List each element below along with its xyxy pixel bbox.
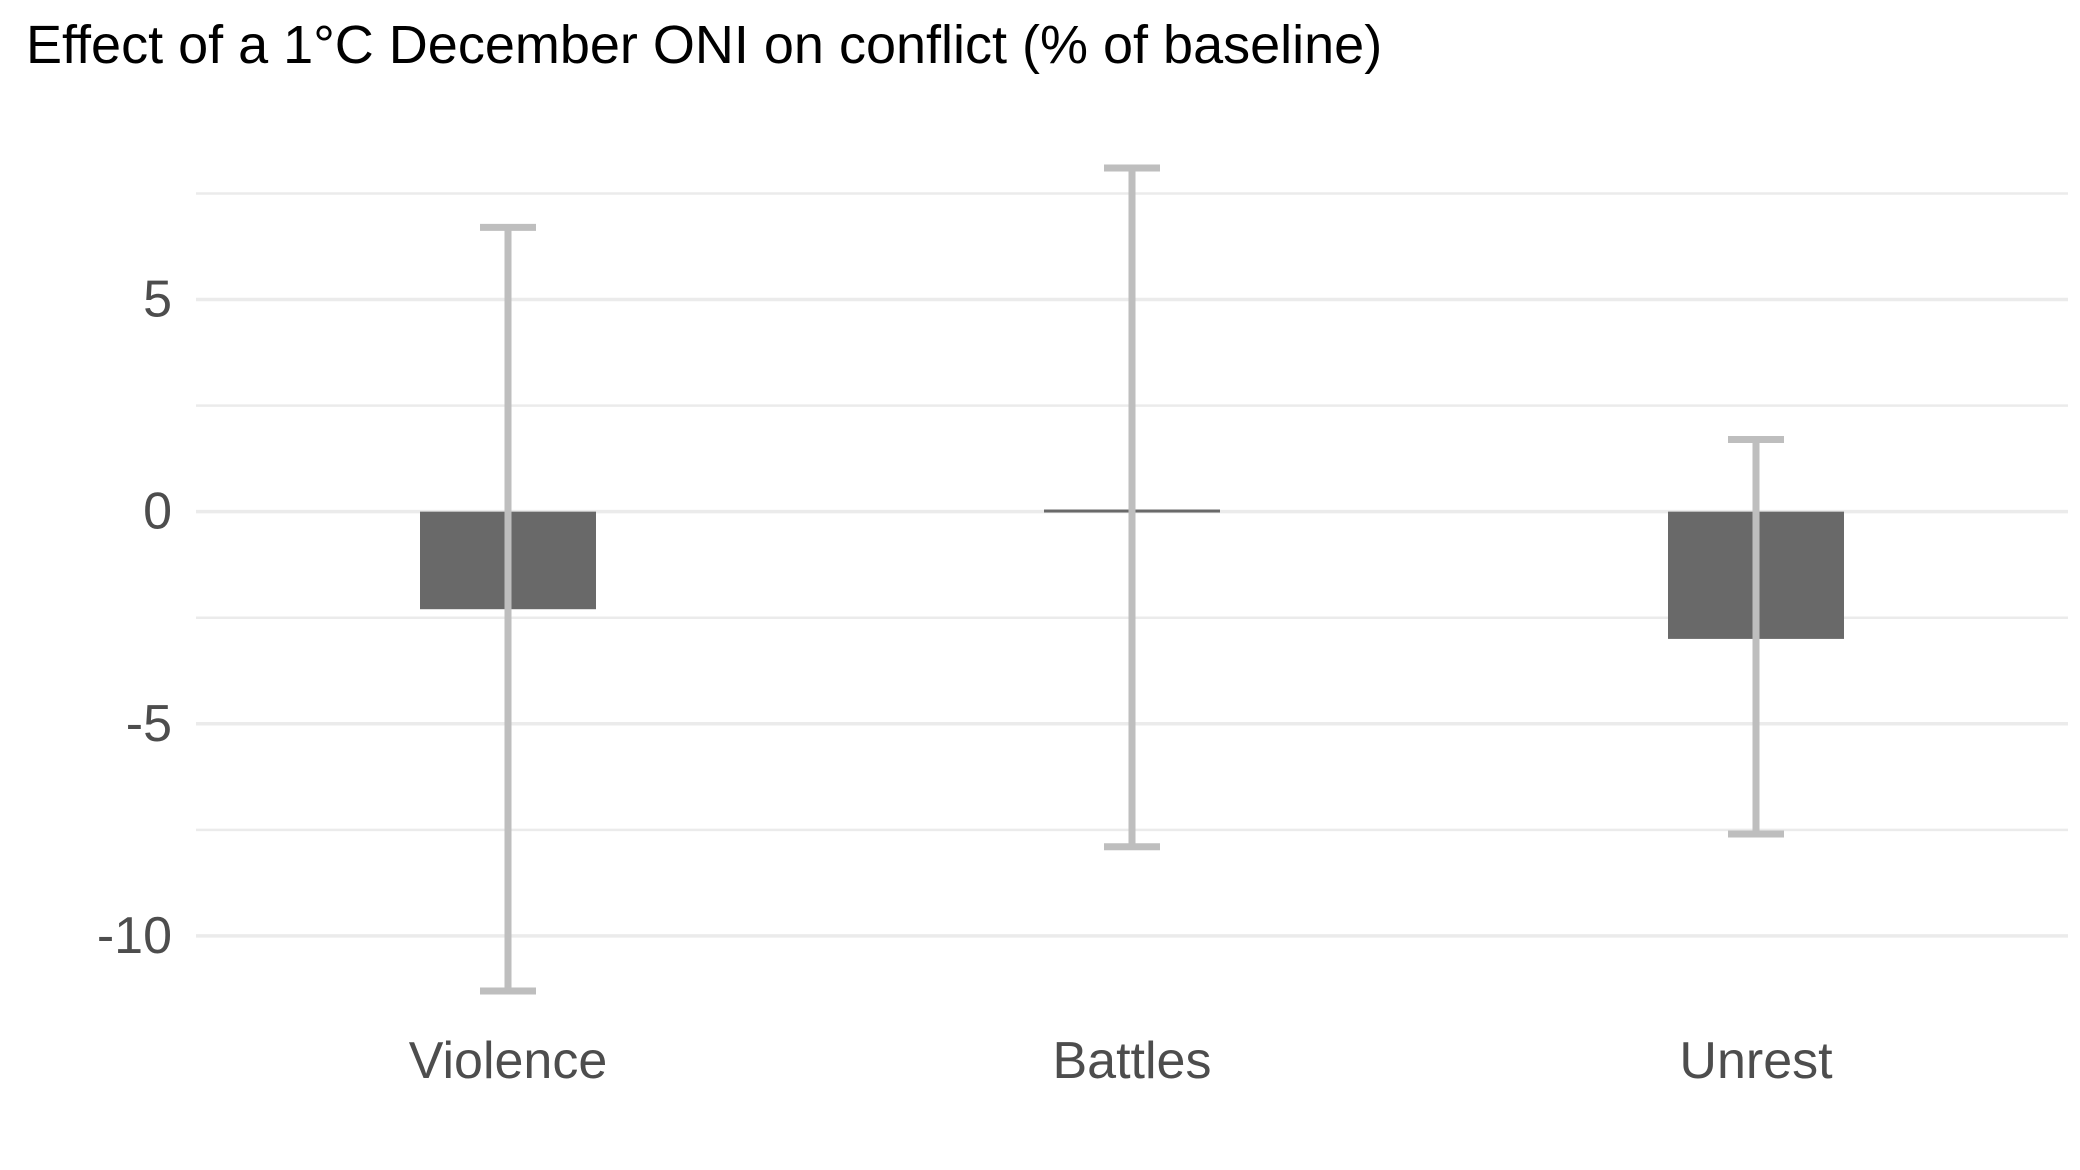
y-tick-label: 5 — [143, 271, 172, 329]
error-bar-violence — [480, 223, 536, 995]
y-axis-tick-labels: -10 -5 0 5 — [97, 271, 172, 965]
error-bar-unrest — [1728, 436, 1784, 838]
x-axis-tick-labels: Violence Battles Unrest — [409, 1032, 1833, 1090]
x-tick-label-unrest: Unrest — [1679, 1032, 1833, 1090]
y-tick-label: -5 — [126, 695, 172, 753]
x-tick-label-violence: Violence — [409, 1032, 608, 1090]
error-bar-battles — [1104, 164, 1160, 851]
y-tick-label: -10 — [97, 907, 172, 965]
x-tick-label-battles: Battles — [1053, 1032, 1212, 1090]
y-tick-label: 0 — [143, 483, 172, 541]
chart-title: Effect of a 1°C December ONI on conflict… — [26, 15, 1383, 75]
error-bars — [480, 164, 1784, 995]
